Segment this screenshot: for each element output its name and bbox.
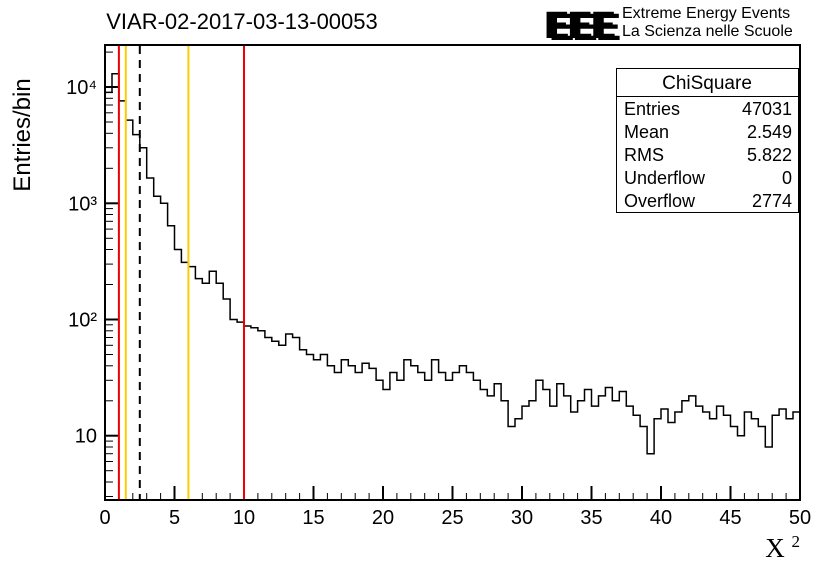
eee-logo-shadow-text: EEE [549, 7, 620, 49]
x-tick-label: 5 [169, 507, 180, 529]
stat-label: Entries [624, 99, 680, 119]
y-tick-label: 10 [75, 426, 97, 448]
y-tick-label: 10³ [68, 193, 97, 215]
stat-label: Underflow [624, 168, 706, 188]
eee-logo-line1: Extreme Energy Events [622, 5, 790, 22]
stat-value: 0 [782, 168, 792, 188]
x-tick-label: 35 [580, 507, 602, 529]
stats-box-frame [616, 68, 799, 213]
x-tick-label: 25 [441, 507, 463, 529]
x-tick-label: 0 [99, 507, 110, 529]
x-tick-label: 30 [511, 507, 533, 529]
stats-box: ChiSquare Entries 47031 Mean 2.549 RMS 5.822 U… [616, 68, 799, 213]
y-tick-label: 10² [68, 310, 97, 332]
cut-lines [117, 46, 245, 499]
x-tick-label: 15 [302, 507, 324, 529]
stat-value: 47031 [742, 99, 792, 119]
stat-value: 2774 [752, 191, 792, 211]
stat-value: 2.549 [747, 122, 792, 142]
eee-logo-line2: La Scienza nelle Scuole [622, 23, 793, 40]
x-tick-label: 45 [719, 507, 741, 529]
stat-label: RMS [624, 145, 664, 165]
y-axis-ticks [105, 51, 119, 497]
x-tick-label: 50 [789, 507, 811, 529]
x-axis-labels: 0 5 10 15 20 25 30 35 40 45 50 [99, 507, 811, 529]
x-axis-title-exponent: 2 [792, 532, 801, 551]
eee-logo-text: EEE [544, 5, 615, 47]
histogram-line [105, 73, 800, 455]
chart-title: VIAR-02-2017-03-13-00053 [106, 9, 378, 34]
x-tick-label: 10 [233, 507, 255, 529]
stat-label: Overflow [624, 191, 696, 211]
stat-label: Mean [624, 122, 669, 142]
x-axis-title-base: X [765, 533, 785, 563]
x-tick-label: 20 [372, 507, 394, 529]
stats-box-title: ChiSquare [662, 73, 752, 94]
y-axis-labels: 10 10² 10³ 10⁴ [66, 77, 97, 448]
x-axis-title: X 2 [765, 532, 800, 563]
x-tick-label: 40 [650, 507, 672, 529]
plot-frame [104, 44, 801, 501]
stats-rows: Entries 47031 Mean 2.549 RMS 5.822 Underflow 0 O… [624, 99, 792, 211]
y-tick-label: 10⁴ [66, 77, 97, 99]
stat-value: 5.822 [747, 145, 792, 165]
eee-logo: EEE EEE Extreme Energy Events La Scienza… [544, 5, 793, 49]
y-axis-title: Entries/bin [9, 78, 36, 191]
